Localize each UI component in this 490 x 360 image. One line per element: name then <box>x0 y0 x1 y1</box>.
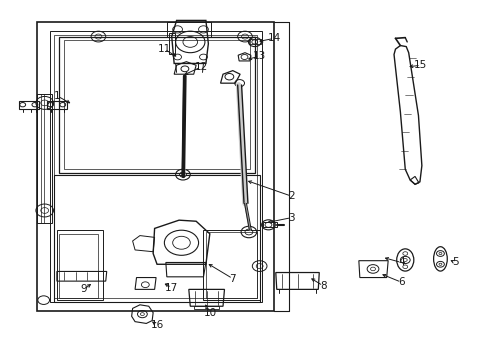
Text: 12: 12 <box>195 62 208 72</box>
Text: 15: 15 <box>414 60 427 70</box>
Text: 4: 4 <box>398 257 405 267</box>
Text: 14: 14 <box>268 33 281 43</box>
Text: 2: 2 <box>288 191 294 201</box>
Bar <box>47 101 67 109</box>
Bar <box>37 94 52 223</box>
Text: 13: 13 <box>253 51 266 61</box>
Bar <box>194 306 219 309</box>
Bar <box>19 101 39 109</box>
Text: 5: 5 <box>452 257 459 267</box>
Text: 7: 7 <box>229 274 236 284</box>
Bar <box>167 22 211 37</box>
Bar <box>169 33 175 54</box>
Text: 10: 10 <box>204 308 218 318</box>
Text: 11: 11 <box>158 44 171 54</box>
Bar <box>249 40 261 44</box>
Text: 8: 8 <box>320 281 326 291</box>
Text: 3: 3 <box>288 213 294 222</box>
Text: 1: 1 <box>53 91 60 101</box>
Text: 6: 6 <box>398 277 405 287</box>
Text: 16: 16 <box>150 320 164 330</box>
Text: 9: 9 <box>80 284 87 294</box>
Bar <box>54 175 260 302</box>
Bar <box>263 222 277 227</box>
Text: 17: 17 <box>165 283 178 293</box>
